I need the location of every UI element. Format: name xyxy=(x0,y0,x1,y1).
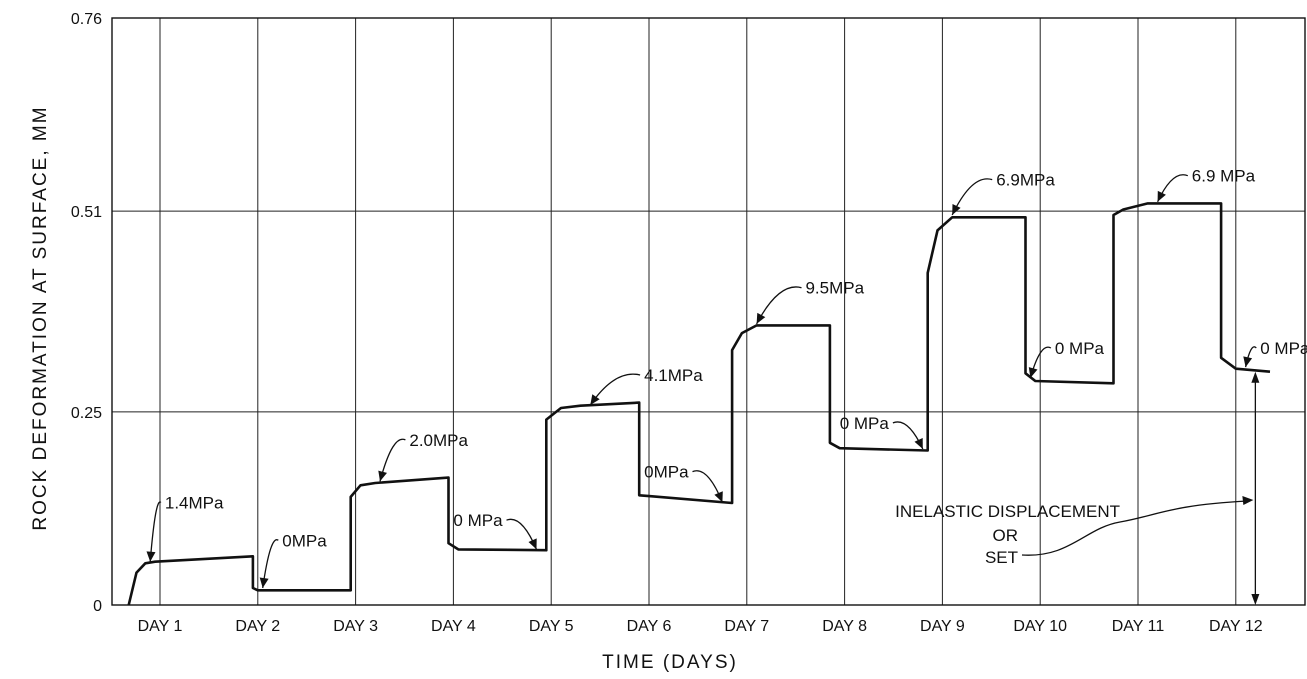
series-layer xyxy=(127,202,1271,606)
pressure-annotation: 0 MPa xyxy=(1055,339,1105,358)
x-axis-title: TIME (DAYS) xyxy=(602,652,738,673)
displacement-note-line: SET xyxy=(985,548,1018,567)
displacement-note-line: INELASTIC DISPLACEMENT xyxy=(895,502,1120,521)
x-tick-label: DAY 5 xyxy=(529,618,574,635)
x-tick-label: DAY 9 xyxy=(920,618,965,635)
y-tick-labels: 0 0.25 0.51 0.76 xyxy=(71,11,102,615)
y-tick-label: 0 xyxy=(93,598,102,615)
grid-lines xyxy=(112,18,1305,605)
annotation-arrowhead xyxy=(590,394,600,405)
annotation-arrowhead xyxy=(1157,190,1166,202)
plot-frame xyxy=(111,17,1306,606)
pressure-annotation: 0 MPa xyxy=(453,511,503,530)
y-axis-title: ROCK DEFORMATION AT SURFACE, MM xyxy=(30,105,51,530)
x-tick-label: DAY 11 xyxy=(1112,618,1165,635)
displacement-leader-arrowhead xyxy=(1242,496,1254,505)
dimension-arrow-down xyxy=(1251,594,1260,605)
pressure-annotation: 6.9 MPa xyxy=(1192,167,1256,186)
x-tick-label: DAY 4 xyxy=(431,618,476,635)
pressure-annotation: 0MPa xyxy=(282,531,327,550)
x-tick-label: DAY 12 xyxy=(1209,618,1263,635)
annotation-arrowhead xyxy=(756,312,766,324)
annotation-arrowhead xyxy=(714,491,723,503)
dimension-arrow-up xyxy=(1251,371,1260,383)
y-tick-label: 0.51 xyxy=(71,204,102,221)
pressure-annotation: 0MPa xyxy=(644,463,689,482)
displacement-note-line: OR xyxy=(993,526,1019,545)
pressure-annotation: 6.9MPa xyxy=(996,171,1055,190)
annotations: 1.4MPa 0MPa 2.0MPa 0 MPa 4.1MPa 0MPa 9.5MPa 0 M… xyxy=(146,167,1307,589)
x-tick-label: DAY 1 xyxy=(138,618,183,635)
annotation-leader xyxy=(149,501,162,562)
x-tick-labels: DAY 1 DAY 2 DAY 3 DAY 4 DAY 5 DAY 6 DAY 7 DAY 8… xyxy=(138,618,1263,635)
pressure-annotation: 0 MPa xyxy=(840,414,890,433)
annotation-arrowhead xyxy=(259,577,269,588)
annotation-arrowhead xyxy=(914,438,923,449)
annotation-arrowhead xyxy=(528,538,537,550)
annotation-arrowhead xyxy=(146,551,156,562)
y-tick-label: 0.25 xyxy=(71,405,102,422)
displacement-note: INELASTIC DISPLACEMENT OR SET xyxy=(895,371,1260,605)
annotation-arrowhead xyxy=(378,470,387,482)
y-tick-label: 0.76 xyxy=(71,11,102,28)
x-tick-label: DAY 6 xyxy=(627,618,672,635)
annotation-arrowhead xyxy=(1243,356,1253,368)
pressure-annotation: 9.5MPa xyxy=(805,279,864,298)
pressure-annotation: 4.1MPa xyxy=(644,366,703,385)
annotation-arrowhead xyxy=(1028,367,1038,378)
x-tick-label: DAY 8 xyxy=(822,618,867,635)
displacement-leader xyxy=(1021,500,1248,556)
x-tick-label: DAY 10 xyxy=(1013,618,1067,635)
pressure-annotation: 0 MPa xyxy=(1260,339,1307,358)
annotation-arrowhead xyxy=(952,204,961,215)
x-tick-label: DAY 3 xyxy=(333,618,378,635)
x-tick-label: DAY 2 xyxy=(235,618,280,635)
x-tick-label: DAY 7 xyxy=(724,618,769,635)
pressure-annotation: 2.0MPa xyxy=(409,431,468,450)
deformation-series-line xyxy=(127,202,1271,606)
pressure-annotation: 1.4MPa xyxy=(165,493,224,512)
